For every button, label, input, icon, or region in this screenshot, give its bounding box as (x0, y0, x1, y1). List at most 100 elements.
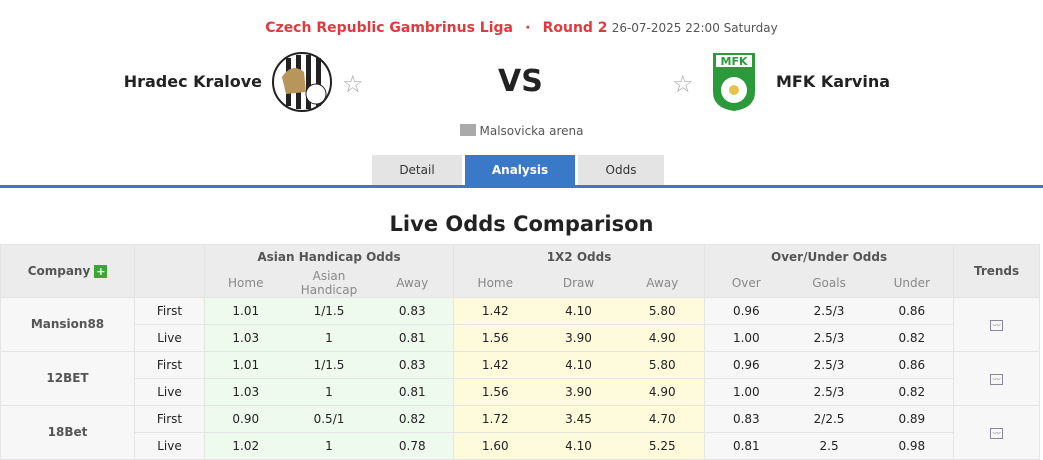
odds-cell[interactable]: 0.82 (870, 323, 955, 352)
odds-cell[interactable]: 0.81 (704, 431, 788, 460)
home-team-logo[interactable] (272, 52, 332, 112)
subheader: Home (453, 268, 537, 298)
venue: Malsovicka arena (0, 124, 1043, 138)
subheader: Goals (787, 268, 871, 298)
odds-cell[interactable]: 1.00 (704, 323, 788, 352)
away-team-logo[interactable]: MFK (712, 52, 756, 112)
odds-cell[interactable]: 0.81 (371, 323, 455, 352)
odds-cell[interactable]: 0.81 (371, 377, 455, 406)
odds-cell[interactable]: 0.98 (870, 431, 955, 460)
tab-analysis[interactable]: Analysis (465, 155, 575, 186)
table-row: Live 1.02 1 0.78 1.60 4.10 5.25 0.81 2.5 0.98 (1, 431, 1040, 460)
odds-cell[interactable]: 4.70 (620, 404, 706, 433)
odds-cell[interactable]: 0.78 (371, 431, 455, 460)
odds-cell[interactable]: 5.80 (620, 350, 706, 379)
add-company-icon[interactable]: + (94, 264, 108, 278)
odds-cell[interactable]: 0.82 (870, 377, 955, 406)
league-link[interactable]: Czech Republic Gambrinus Liga (265, 20, 513, 36)
odds-cell[interactable]: 0.83 (371, 296, 455, 325)
odds-cell[interactable]: 0.86 (870, 296, 955, 325)
vs-label: VS (498, 64, 543, 99)
odds-cell[interactable]: 3.45 (536, 404, 621, 433)
table-row: 18Bet First 0.90 0.5/1 0.82 1.72 3.45 4.70 0.83 2… (0, 404, 1041, 460)
odds-cell[interactable]: 1.01 (204, 296, 287, 325)
favorite-home-star-icon[interactable]: ☆ (342, 70, 364, 98)
odds-type: Live (134, 377, 205, 406)
company-name[interactable]: 18Bet (0, 404, 135, 460)
odds-cell[interactable]: 1 (286, 431, 372, 460)
trends-header: Trends (953, 244, 1041, 298)
match-datetime: 26-07-2025 22:00 Saturday (611, 21, 778, 35)
odds-cell[interactable]: 0.90 (204, 404, 287, 433)
odds-cell[interactable]: 2.5/3 (787, 350, 871, 379)
odds-cell[interactable]: 0.82 (371, 404, 455, 433)
odds-cell[interactable]: 1.56 (453, 323, 537, 352)
odds-cell[interactable]: 1/1.5 (286, 296, 372, 325)
odds-type: First (134, 296, 205, 325)
home-team-name[interactable]: Hradec Kralove (123, 72, 262, 91)
table-row: Live 1.03 1 0.81 1.56 3.90 4.90 1.00 2.5/3 0.82 (1, 377, 1040, 406)
subheader: Draw (536, 268, 621, 298)
type-header (134, 244, 205, 298)
trend-chart-icon[interactable]: 〰 (990, 428, 1004, 439)
odds-cell[interactable]: 1 (286, 323, 372, 352)
odds-type: Live (134, 323, 205, 352)
subheader: Asian Handicap (286, 268, 372, 298)
odds-cell[interactable]: 5.25 (620, 431, 706, 460)
company-name[interactable]: 12BET (0, 350, 135, 406)
match-header: Czech Republic Gambrinus Liga · Round 2 … (265, 20, 778, 36)
odds-cell[interactable]: 1.03 (204, 323, 287, 352)
subheader: Home (204, 268, 287, 298)
odds-cell[interactable]: 1.00 (704, 377, 788, 406)
tab-bar: Detail Analysis Odds (372, 155, 664, 186)
subheader: Away (371, 268, 455, 298)
odds-cell[interactable]: 4.10 (536, 296, 621, 325)
odds-cell[interactable]: 1.42 (453, 296, 537, 325)
odds-cell[interactable]: 0.86 (870, 350, 955, 379)
odds-type: Live (134, 431, 205, 460)
tab-odds[interactable]: Odds (578, 155, 664, 186)
odds-cell[interactable]: 2.5/3 (787, 377, 871, 406)
round: Round 2 (542, 20, 608, 36)
table-row: Live 1.03 1 0.81 1.56 3.90 4.90 1.00 2.5/3 0.82 (1, 323, 1040, 352)
trends-cell: 〰 (953, 296, 1041, 352)
odds-cell[interactable]: 4.10 (536, 350, 621, 379)
odds-type: First (134, 404, 205, 433)
odds-cell[interactable]: 4.10 (536, 431, 621, 460)
subheader: Under (870, 268, 955, 298)
subheader: Away (620, 268, 706, 298)
odds-cell[interactable]: 0.83 (704, 404, 788, 433)
company-name[interactable]: Mansion88 (0, 296, 135, 352)
odds-cell[interactable]: 0.5/1 (286, 404, 372, 433)
odds-cell[interactable]: 1.60 (453, 431, 537, 460)
odds-cell[interactable]: 1.72 (453, 404, 537, 433)
trend-chart-icon[interactable]: 〰 (990, 374, 1004, 385)
trend-chart-icon[interactable]: 〰 (990, 320, 1004, 331)
odds-cell[interactable]: 1.01 (204, 350, 287, 379)
odds-cell[interactable]: 2.5 (787, 431, 871, 460)
away-team-name[interactable]: MFK Karvina (776, 72, 891, 91)
tab-detail[interactable]: Detail (372, 155, 462, 186)
odds-cell[interactable]: 4.90 (620, 377, 706, 406)
section-title: Live Odds Comparison (389, 212, 654, 236)
odds-cell[interactable]: 4.90 (620, 323, 706, 352)
odds-cell[interactable]: 1/1.5 (286, 350, 372, 379)
odds-cell[interactable]: 0.89 (870, 404, 955, 433)
odds-cell[interactable]: 2/2.5 (787, 404, 871, 433)
odds-cell[interactable]: 1 (286, 377, 372, 406)
favorite-away-star-icon[interactable]: ☆ (672, 70, 694, 98)
odds-cell[interactable]: 2.5/3 (787, 296, 871, 325)
odds-cell[interactable]: 1.56 (453, 377, 537, 406)
odds-cell[interactable]: 3.90 (536, 377, 621, 406)
odds-cell[interactable]: 0.96 (704, 350, 788, 379)
odds-cell[interactable]: 1.03 (204, 377, 287, 406)
odds-cell[interactable]: 3.90 (536, 323, 621, 352)
trends-cell: 〰 (953, 350, 1041, 406)
odds-cell[interactable]: 1.02 (204, 431, 287, 460)
odds-cell[interactable]: 1.42 (453, 350, 537, 379)
odds-cell[interactable]: 5.80 (620, 296, 706, 325)
odds-cell[interactable]: 0.83 (371, 350, 455, 379)
x12-header: 1X2 Odds (453, 244, 706, 269)
odds-cell[interactable]: 0.96 (704, 296, 788, 325)
odds-cell[interactable]: 2.5/3 (787, 323, 871, 352)
